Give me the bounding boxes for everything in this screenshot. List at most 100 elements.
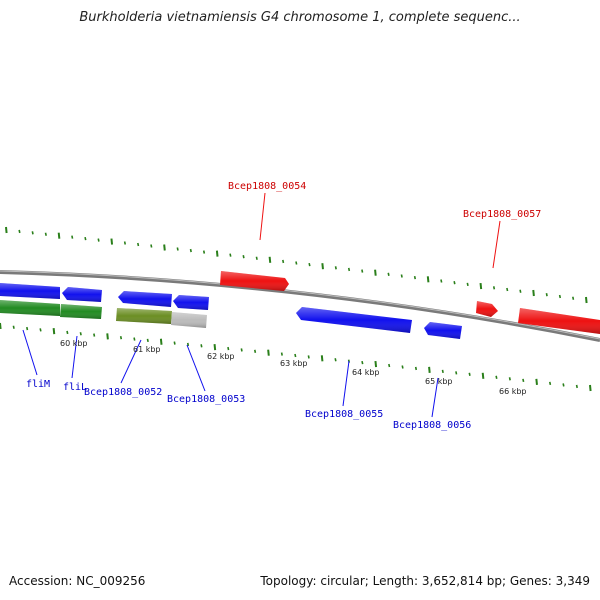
label-Bcep1808_0052[interactable]: Bcep1808_0052: [84, 387, 162, 398]
inner-tick-mark: [468, 372, 471, 376]
tick-label-61kbp: 61 kbp: [133, 345, 161, 354]
outer-tick-mark: [387, 272, 390, 276]
inner-tick-mark: [495, 375, 498, 379]
tick-label-62kbp: 62 kbp: [207, 352, 235, 361]
gene-Bcep1808_0057-part2[interactable]: [518, 308, 600, 334]
inner-tick-mark: [12, 325, 15, 329]
outer-tick-mark: [150, 244, 153, 248]
inner-tick-mark: [280, 352, 283, 356]
gene-Bcep1808_0053[interactable]: [173, 295, 209, 310]
inner-tick-mark: [119, 336, 123, 340]
inner-tick-ring: [0, 322, 592, 392]
inner-tick-mark: [146, 338, 149, 343]
inner-tick-mark: [589, 384, 592, 392]
gene-Bcep1808_0056[interactable]: [424, 322, 462, 339]
inner-tick-mark: [361, 360, 364, 365]
gene-Bcep1808_0055[interactable]: [296, 307, 412, 333]
outer-tick-mark: [334, 266, 337, 270]
inner-tick-mark: [508, 377, 511, 381]
cds-fliL[interactable]: [60, 304, 102, 319]
inner-tick-mark: [320, 355, 324, 362]
inner-tick-mark: [307, 355, 310, 359]
inner-tick-mark: [186, 342, 190, 347]
cds-fliM[interactable]: [0, 300, 60, 316]
outer-tick-mark: [176, 247, 179, 251]
outer-tick-mark: [400, 274, 403, 278]
outer-tick-mark: [268, 256, 272, 263]
inner-tick-mark: [66, 330, 69, 335]
inner-tick-mark: [227, 346, 230, 351]
inner-tick-mark: [79, 332, 82, 336]
outer-tick-mark: [295, 261, 298, 265]
inner-tick-mark: [548, 381, 552, 386]
outer-tick-mark: [18, 229, 21, 234]
gene-fliL[interactable]: [62, 287, 102, 302]
outer-tick-mark: [163, 244, 166, 251]
outer-tick-mark: [110, 238, 114, 245]
gene-Bcep1808_0057-part1[interactable]: [476, 301, 498, 317]
inner-tick-mark: [106, 333, 109, 340]
label-fliM[interactable]: fliM: [26, 379, 50, 390]
inner-tick-mark: [39, 328, 42, 332]
inner-tick-mark: [133, 337, 136, 341]
inner-tick-mark: [455, 371, 458, 375]
outer-tick-mark: [545, 293, 548, 297]
inner-tick-mark: [441, 369, 444, 374]
outer-tick-mark: [585, 296, 588, 304]
label-Bcep1808_0056[interactable]: Bcep1808_0056: [393, 420, 471, 431]
tick-label-63kbp: 63 kbp: [280, 359, 308, 368]
inner-tick-mark: [374, 360, 378, 368]
tick-label-64kbp: 64 kbp: [352, 368, 380, 377]
outer-tick-mark: [137, 242, 140, 247]
inner-tick-mark: [26, 326, 29, 331]
outer-tick-mark: [506, 287, 509, 292]
inner-tick-mark: [200, 344, 203, 348]
inner-tick-mark: [428, 366, 431, 374]
outer-tick-mark: [57, 232, 61, 239]
outer-tick-mark: [347, 267, 351, 272]
gene-fliM[interactable]: [0, 283, 60, 299]
inner-tick-mark: [93, 333, 96, 337]
outer-tick-mark: [229, 253, 232, 257]
outer-tick-mark: [44, 232, 47, 236]
outer-tick-mark: [361, 269, 364, 273]
cds-Bcep1808_0052[interactable]: [116, 308, 172, 324]
label-Bcep1808_0057[interactable]: Bcep1808_0057: [463, 209, 541, 220]
label-Bcep1808_0054[interactable]: Bcep1808_0054: [228, 181, 306, 192]
outer-tick-mark: [440, 279, 443, 283]
cds-Bcep1808_0053[interactable]: [171, 312, 207, 328]
outer-tick-mark: [532, 289, 535, 297]
outer-tick-mark: [97, 238, 100, 242]
outer-tick-mark: [321, 263, 324, 270]
label-Bcep1808_0055[interactable]: Bcep1808_0055: [305, 409, 383, 420]
inner-tick-mark: [173, 341, 176, 345]
chromosome-backbone: [0, 270, 600, 342]
inner-tick-mark: [522, 378, 525, 383]
outer-tick-mark: [308, 262, 311, 267]
outer-tick-mark: [255, 256, 258, 260]
callout-lines: [22, 192, 501, 418]
outer-tick-mark: [189, 248, 192, 253]
inner-tick-mark: [267, 349, 270, 356]
outer-tick-mark: [374, 269, 377, 276]
outer-tick-mark: [242, 255, 245, 259]
outer-tick-ring: [5, 226, 588, 304]
outer-tick-mark: [215, 250, 219, 257]
inner-tick-mark: [253, 349, 257, 353]
inner-tick-mark: [213, 344, 217, 351]
inner-tick-mark: [575, 384, 578, 389]
label-Bcep1808_0053[interactable]: Bcep1808_0053: [167, 394, 245, 405]
inner-tick-mark: [334, 358, 337, 362]
outer-tick-mark: [479, 282, 483, 290]
gene-Bcep1808_0052[interactable]: [118, 291, 172, 307]
label-fliL[interactable]: fliL: [63, 382, 87, 393]
chromosome-backbone-highlight: [0, 270, 600, 340]
inner-tick-mark: [401, 365, 404, 369]
outer-tick-mark: [558, 294, 562, 299]
gene-Bcep1808_0054[interactable]: [220, 271, 289, 291]
accession-text: Accession: NC_009256: [9, 574, 146, 588]
outer-tick-mark: [519, 289, 522, 293]
inner-tick-mark: [159, 338, 163, 345]
inner-tick-mark: [294, 353, 297, 358]
